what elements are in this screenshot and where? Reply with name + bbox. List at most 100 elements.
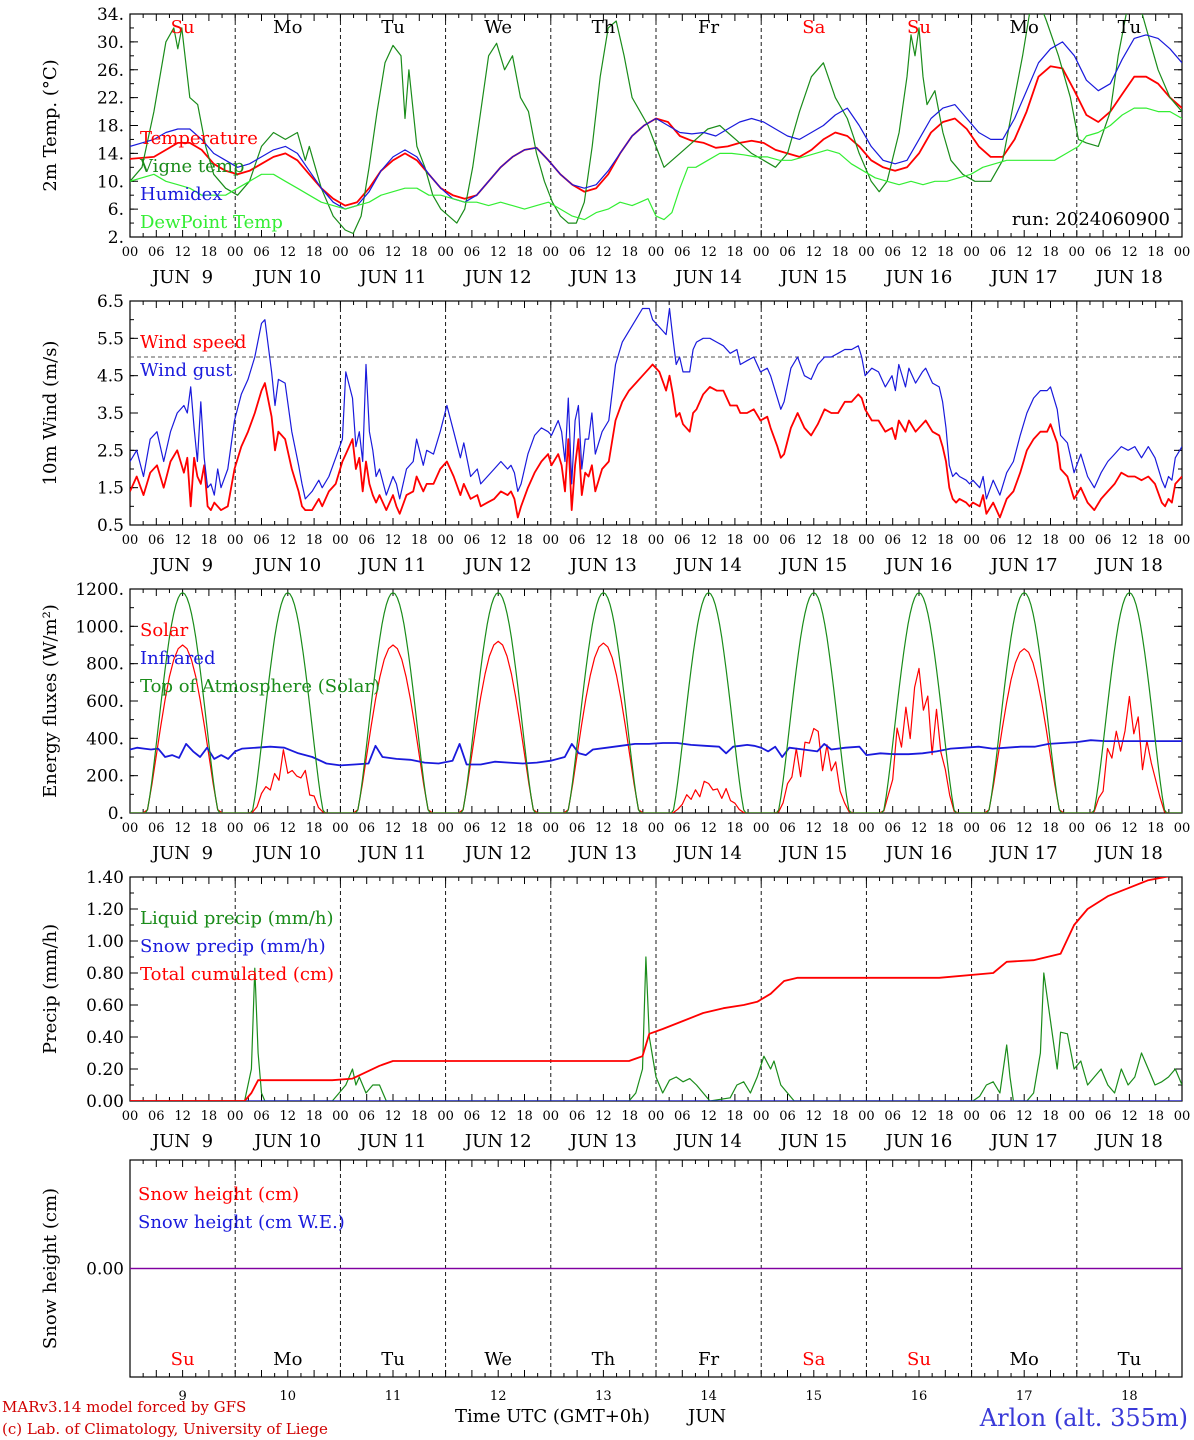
legend-solar: Solar [140, 620, 189, 641]
hour-tick-label: 18 [411, 821, 428, 836]
hour-tick-label: 06 [148, 821, 165, 836]
series-line-total-cumulated-cm [130, 877, 1170, 1101]
hour-tick-label: 18 [727, 1109, 744, 1124]
hour-tick-label: 18 [201, 821, 218, 836]
date-label: JUN 17 [989, 1131, 1058, 1152]
date-label: JUN 18 [1094, 267, 1163, 288]
hour-tick-label: 06 [674, 1109, 691, 1124]
hour-tick-label: 00 [858, 245, 875, 260]
weekday-label: Tu [1118, 1349, 1142, 1370]
hour-tick-label: 12 [806, 533, 823, 548]
hour-tick-label: 12 [174, 245, 191, 260]
y-axis-label: 10m Wind (m/s) [40, 341, 61, 486]
legend-liquid-precip-mm-h: Liquid precip (mm/h) [140, 908, 334, 929]
hour-tick-label: 06 [674, 245, 691, 260]
y-axis-label: Energy fluxes (W/m²) [40, 604, 61, 798]
day-number-label: 15 [806, 1389, 823, 1404]
hour-tick-label: 18 [516, 245, 533, 260]
weekday-label: Sa [802, 17, 825, 38]
hour-tick-label: 18 [832, 821, 849, 836]
day-number-label: 17 [1016, 1389, 1033, 1404]
legend-infrared: Infrared [140, 648, 215, 669]
y-axis-label: Snow height (cm) [40, 1188, 61, 1349]
hour-tick-label: 06 [464, 821, 481, 836]
hour-tick-label: 00 [858, 1109, 875, 1124]
hour-tick-label: 18 [306, 1109, 323, 1124]
hour-tick-label: 06 [990, 821, 1007, 836]
hour-tick-label: 00 [332, 533, 349, 548]
hour-tick-label: 12 [490, 1109, 507, 1124]
date-label: JUN 12 [463, 843, 532, 864]
y-tick-label: 0.60 [86, 996, 124, 1016]
hour-tick-label: 12 [700, 533, 717, 548]
weekday-label: Su [907, 17, 931, 38]
date-label: JUN 10 [252, 843, 321, 864]
hour-tick-label: 00 [543, 821, 560, 836]
series-line-wind-speed [130, 363, 1182, 519]
hour-tick-label: 18 [621, 533, 638, 548]
date-label: JUN 14 [673, 267, 742, 288]
hour-tick-label: 18 [1042, 1109, 1059, 1124]
series-line-liquid-precip-mm-h [130, 956, 1182, 1101]
hour-tick-label: 06 [358, 533, 375, 548]
y-tick-label: 1.00 [86, 932, 124, 952]
hour-tick-label: 00 [332, 821, 349, 836]
hour-tick-label: 12 [595, 533, 612, 548]
y-tick-label: 22. [97, 89, 124, 109]
date-label: JUN 13 [568, 843, 637, 864]
y-tick-label: 1.5 [97, 479, 124, 499]
weekday-label: We [484, 17, 512, 38]
hour-tick-label: 12 [174, 1109, 191, 1124]
day-number-label: 12 [490, 1389, 507, 1404]
hour-tick-label: 18 [411, 245, 428, 260]
hour-tick-label: 06 [569, 245, 586, 260]
date-label: JUN 16 [884, 843, 953, 864]
y-axis-label: Precip (mm/h) [40, 924, 61, 1054]
hour-tick-label: 00 [648, 821, 665, 836]
date-label: JUN 14 [673, 1131, 742, 1152]
hour-tick-label: 12 [385, 1109, 402, 1124]
hour-tick-label: 18 [1147, 245, 1164, 260]
hour-tick-label: 12 [174, 533, 191, 548]
hour-tick-label: 18 [516, 1109, 533, 1124]
hour-tick-label: 18 [1147, 533, 1164, 548]
hour-tick-label: 12 [911, 821, 928, 836]
weekday-label: Su [171, 17, 195, 38]
hour-tick-label: 00 [1069, 245, 1086, 260]
legend-top-of-atmosphere-solar: Top of Atmosphere (Solar) [140, 676, 380, 697]
hour-tick-label: 06 [884, 533, 901, 548]
hour-tick-label: 06 [569, 1109, 586, 1124]
hour-tick-label: 12 [280, 533, 297, 548]
hour-tick-label: 18 [516, 533, 533, 548]
hour-tick-label: 06 [779, 821, 796, 836]
hour-tick-label: 06 [779, 1109, 796, 1124]
legend-snow-height-cm-w-e: Snow height (cm W.E.) [138, 1212, 345, 1233]
hour-tick-label: 06 [1095, 533, 1112, 548]
hour-tick-label: 18 [621, 821, 638, 836]
date-label: JUN 17 [989, 555, 1058, 576]
weekday-label: Sa [802, 1349, 825, 1370]
weekday-label: Mo [1010, 17, 1039, 38]
y-tick-label: 3.5 [97, 404, 124, 424]
hour-tick-label: 12 [595, 245, 612, 260]
hour-tick-label: 06 [990, 245, 1007, 260]
hour-tick-label: 12 [806, 245, 823, 260]
weekday-label: We [484, 1349, 512, 1370]
weekday-label: Tu [1118, 17, 1142, 38]
hour-tick-label: 12 [385, 533, 402, 548]
hour-tick-label: 00 [753, 1109, 770, 1124]
weekday-label: Su [907, 1349, 931, 1370]
date-label: JUN 13 [568, 1131, 637, 1152]
hour-tick-label: 06 [253, 1109, 270, 1124]
weekday-label: Fr [698, 17, 719, 38]
hour-tick-label: 06 [464, 1109, 481, 1124]
hour-tick-label: 12 [1016, 821, 1033, 836]
lab-credit: (c) Lab. of Climatology, University of L… [2, 1420, 328, 1438]
hour-tick-label: 12 [280, 1109, 297, 1124]
hour-tick-label: 06 [148, 533, 165, 548]
date-label: JUN 11 [358, 267, 427, 288]
hour-tick-label: 00 [227, 821, 244, 836]
hour-tick-label: 12 [700, 821, 717, 836]
hour-tick-label: 00 [227, 1109, 244, 1124]
hour-tick-label: 12 [1121, 821, 1138, 836]
